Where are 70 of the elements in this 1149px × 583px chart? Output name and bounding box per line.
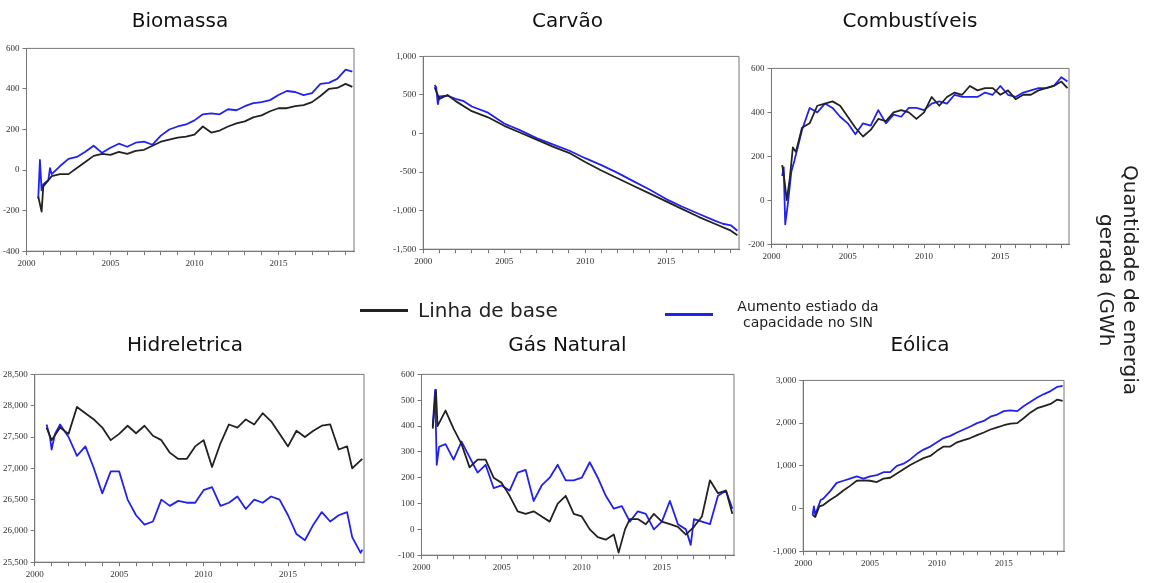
y-tick-label: 300 — [401, 446, 415, 457]
y-tick-label: -100 — [398, 549, 415, 560]
y-tick-label: 200 — [401, 472, 415, 483]
x-tick-label: 2015 — [657, 255, 676, 266]
y-tick-label: 28,500 — [3, 368, 29, 379]
x-tick-label: 2005 — [492, 561, 512, 572]
y-tick-label: -200 — [3, 205, 20, 215]
y-tick-label: -1,000 — [393, 205, 417, 215]
y-tick-label: -200 — [748, 238, 765, 249]
y-tick-label: 600 — [401, 368, 415, 379]
y-tick-label: 27,000 — [3, 462, 29, 473]
y-axis-title: Quantidade de energia gerada (GWh — [1094, 163, 1143, 398]
x-tick-label: 2000 — [414, 255, 433, 266]
x-tick-label: 2015 — [269, 257, 288, 268]
x-tick-label: 2015 — [652, 561, 672, 572]
x-tick-label: 2000 — [412, 561, 431, 572]
x-tick-label: 2015 — [279, 568, 298, 579]
y-tick-label: 500 — [402, 89, 417, 100]
x-tick-label: 2010 — [185, 257, 204, 268]
y-tick-label: 1,000 — [776, 460, 797, 471]
x-tick-label: 2015 — [994, 557, 1014, 568]
y-tick-label: 200 — [751, 150, 765, 161]
legend-label: Aumento estiado da capacidade no SIN — [736, 298, 880, 330]
x-tick-label: 2000 — [762, 250, 781, 261]
x-tick-label: 2010 — [572, 561, 592, 572]
y-tick-label: 2,000 — [776, 417, 797, 428]
y-tick-label: 600 — [751, 62, 765, 73]
x-tick-label: 2005 — [838, 250, 858, 261]
x-tick-label: 2005 — [101, 257, 120, 268]
y-tick-label: 27,500 — [3, 431, 29, 442]
y-tick-label: -1,000 — [773, 545, 797, 556]
x-tick-label: 2015 — [991, 250, 1010, 261]
y-tick-label: 26,500 — [3, 493, 29, 504]
y-tick-label: -1,500 — [393, 243, 417, 254]
legend-label: Linha de base — [418, 298, 558, 322]
chart-title: Carvão — [531, 8, 604, 32]
y-tick-label: 0 — [15, 164, 20, 175]
y-tick-label: 25,500 — [3, 556, 29, 567]
y-tick-label: 400 — [751, 106, 765, 117]
x-tick-label: 2005 — [495, 255, 514, 266]
x-tick-label: 2000 — [25, 568, 45, 579]
y-tick-label: 0 — [410, 523, 415, 534]
y-tick-label: 1,000 — [396, 50, 417, 61]
chart-title: Biomassa — [130, 8, 230, 32]
x-tick-label: 2005 — [861, 557, 880, 568]
x-tick-label: 2000 — [17, 257, 36, 268]
x-tick-label: 2010 — [194, 568, 214, 579]
y-tick-label: 0 — [760, 194, 765, 205]
x-tick-label: 2010 — [927, 557, 947, 568]
x-tick-label: 2005 — [110, 568, 129, 579]
chart-title: Combustíveis — [841, 8, 979, 32]
y-tick-label: 400 — [401, 420, 415, 431]
x-tick-label: 2010 — [915, 250, 934, 261]
y-tick-label: 400 — [6, 83, 20, 94]
y-tick-label: 26,000 — [3, 525, 29, 536]
x-tick-label: 2010 — [576, 255, 595, 266]
y-tick-label: 500 — [401, 394, 415, 405]
y-tick-label: 0 — [791, 502, 797, 513]
y-tick-label: 0 — [411, 127, 417, 138]
x-tick-label: 2000 — [794, 557, 813, 568]
chart-title: Eólica — [889, 332, 951, 356]
y-tick-label: 28,000 — [3, 400, 29, 411]
chart-title: Gás Natural — [507, 332, 628, 356]
y-tick-label: -400 — [3, 245, 20, 256]
y-tick-label: 100 — [401, 497, 415, 508]
y-tick-label: -500 — [399, 166, 417, 177]
y-tick-label: 600 — [6, 42, 20, 53]
y-tick-label: 200 — [6, 123, 20, 134]
chart-title: Hidreletrica — [125, 332, 245, 356]
y-tick-label: 3,000 — [776, 374, 797, 385]
